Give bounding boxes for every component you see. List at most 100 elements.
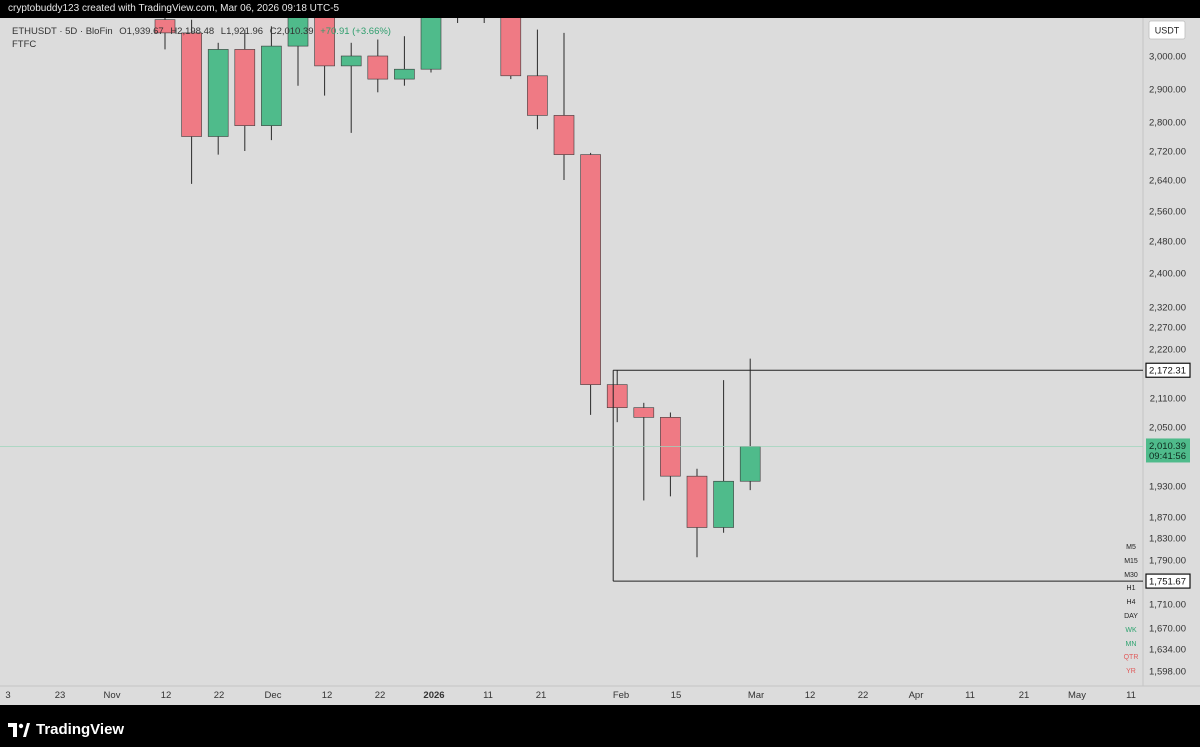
x-tick-label: 11 [483, 690, 493, 701]
candle-body [500, 18, 522, 77]
timeframe-h4: H4 [1126, 599, 1136, 607]
y-tick-label: 2,800.00 [1149, 118, 1186, 129]
candle-body [287, 18, 309, 47]
bottom-bar: TradingView [0, 705, 1200, 747]
x-tick-label: 11 [965, 690, 975, 701]
candle-body [207, 49, 229, 137]
symbol-name: ETHUSDT · 5D · BloFin [12, 26, 113, 37]
price-label: 2,172.31 [1145, 362, 1191, 378]
candle [207, 42, 229, 155]
timeframe-m30: M30 [1124, 571, 1138, 579]
ftfc-timeframe-list: M5 M15 M30 H1 H4 DAY WK MN QTR YR [1116, 541, 1146, 679]
x-tick-label: 22 [375, 690, 386, 701]
candle-series [154, 0, 761, 558]
y-tick-label: 1,930.00 [1149, 482, 1186, 493]
y-tick-label: 1,634.00 [1149, 645, 1186, 656]
x-tick-label: 2026 [423, 690, 444, 701]
candle-body [606, 384, 628, 408]
candle-body [154, 19, 176, 34]
last-price-value: 2,010.39 [1149, 441, 1186, 452]
currency-label-box [1148, 20, 1186, 40]
x-tick-label: 12 [322, 690, 333, 701]
candle-body [580, 154, 601, 385]
y-tick-label: 1,830.00 [1149, 534, 1186, 545]
x-tick-label: Dec [265, 690, 282, 701]
top-bar: cryptobuddy123 created with TradingView.… [0, 0, 1200, 18]
candle [420, 18, 442, 73]
y-tick-label: 2,720.00 [1149, 147, 1186, 158]
change-value: +70.91 (+3.66%) [320, 26, 391, 37]
candle [527, 29, 548, 130]
credit-text: cryptobuddy123 created with TradingView.… [8, 3, 340, 14]
timeframe-m5: M5 [1126, 544, 1136, 551]
last-price-badge-bg [1146, 438, 1190, 463]
x-tick-label: 3 [5, 690, 10, 701]
price-label: 1,751.67 [1145, 573, 1191, 589]
candle-body [633, 407, 655, 418]
high-value: H2,198.48 [170, 26, 215, 37]
candle [633, 402, 655, 501]
x-tick-label: May [1068, 690, 1086, 701]
currency-label: USDT [1148, 20, 1186, 40]
price-label-text: 2,172.31 [1149, 366, 1186, 377]
candle-body [686, 475, 708, 528]
x-tick-label: 22 [858, 690, 869, 701]
y-tick-label: 2,900.00 [1149, 85, 1186, 96]
x-tick-label: Feb [613, 690, 629, 701]
timeframe-yr: YR [1126, 668, 1136, 676]
y-tick-label: 2,270.00 [1149, 323, 1186, 334]
candle-body [713, 480, 734, 528]
x-tick-label: 22 [214, 690, 225, 701]
y-tick-label: 2,220.00 [1149, 345, 1186, 356]
price-label-box [1145, 362, 1191, 378]
timeframe-h1: H1 [1126, 585, 1136, 593]
y-tick-label: 1,790.00 [1149, 556, 1186, 567]
candle [474, 0, 494, 23]
candle-body [448, 0, 468, 13]
x-tick-label: 12 [805, 690, 816, 701]
currency-label-text: USDT [1155, 26, 1180, 36]
x-tick-label: 21 [536, 690, 547, 701]
x-tick-label: 21 [1019, 690, 1030, 701]
y-tick-label: 1,870.00 [1149, 513, 1186, 524]
candle-body [234, 49, 256, 126]
y-tick-label: 2,560.00 [1149, 207, 1186, 218]
price-axis: 3,000.00 2,900.00 2,800.00 2,720.00 2,640.00… [1145, 20, 1191, 678]
tradingview-logo: TradingView [8, 721, 124, 738]
candle-body [314, 18, 335, 67]
indicator-name: FTFC [12, 39, 37, 50]
y-tick-label: 1,710.00 [1149, 600, 1186, 611]
y-tick-label: 2,640.00 [1149, 176, 1186, 187]
y-tick-label: 2,110.00 [1150, 394, 1186, 405]
x-tick-label: 12 [161, 690, 172, 701]
open-value: O1,939.67 [119, 26, 164, 37]
candle [660, 412, 681, 497]
x-tick-label: 11 [1126, 690, 1136, 701]
range-box-overlay [0, 369, 1143, 582]
timeframe-mn: MN [1125, 640, 1137, 648]
candle-body [553, 115, 575, 155]
candle [500, 18, 522, 80]
x-tick-label: 15 [671, 690, 682, 701]
x-tick-label: Mar [748, 690, 764, 701]
candle-body [181, 32, 202, 137]
candle [314, 18, 335, 96]
candle [686, 468, 708, 558]
close-value: C2,010.39 [269, 26, 314, 37]
candle [553, 32, 575, 180]
candle [340, 42, 362, 133]
candle [287, 18, 309, 86]
candle [739, 358, 761, 491]
tradingview-logo-icon [8, 722, 30, 737]
timeframe-wk: WK [1125, 626, 1137, 634]
candle [713, 380, 734, 533]
y-tick-label: 2,320.00 [1149, 303, 1186, 314]
candle-body [474, 0, 494, 13]
candle [261, 26, 282, 141]
candle [394, 36, 415, 86]
price-label-box [1145, 573, 1191, 589]
candle [580, 152, 601, 415]
candle-body [367, 55, 389, 80]
